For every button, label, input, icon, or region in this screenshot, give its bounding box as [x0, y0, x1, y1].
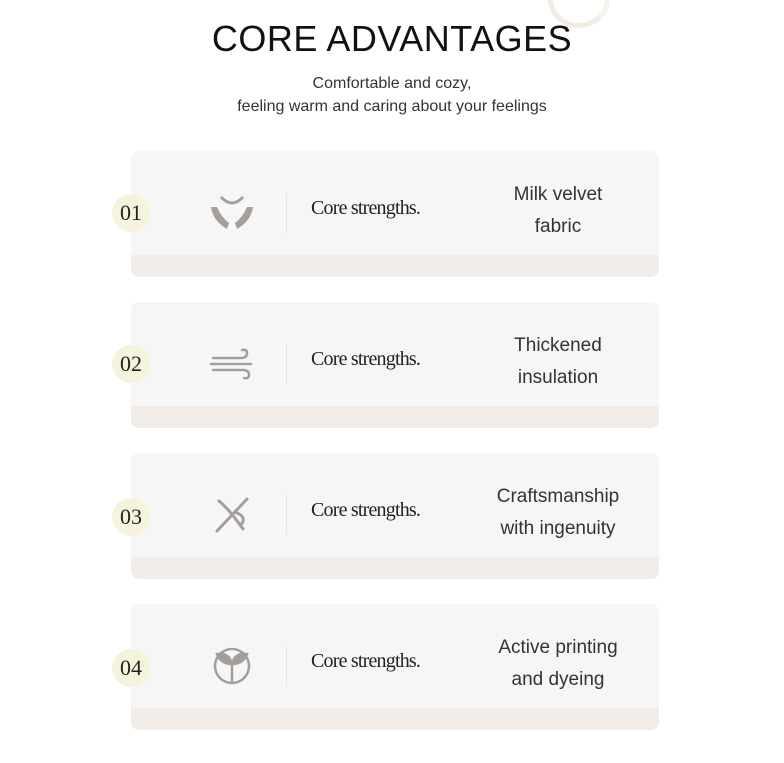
wind-icon: [209, 348, 253, 380]
card-band: [131, 255, 659, 277]
feature-card: Core strengths. Craftsmanship with ingenu…: [131, 453, 659, 579]
divider: [286, 495, 287, 535]
feature-line: Active printing: [498, 637, 618, 658]
divider: [286, 344, 287, 384]
core-strengths-label: Core strengths.: [311, 650, 421, 672]
subtitle-line: feeling warm and caring about your feeli…: [237, 98, 547, 115]
item-number-badge: 01: [112, 194, 150, 232]
feature-line: Milk velvet: [513, 184, 603, 205]
item-number-badge: 02: [112, 345, 150, 383]
item-number-badge: 03: [112, 498, 150, 536]
feature-text: Milk velvet fabric: [461, 179, 655, 243]
feature-line: with ingenuity: [500, 518, 616, 539]
card-band: [131, 708, 659, 730]
feature-text: Active printing and dyeing: [461, 632, 655, 696]
feature-card: Core strengths. Milk velvet fabric: [131, 151, 659, 277]
card-band: [131, 557, 659, 579]
core-strengths-label: Core strengths.: [311, 197, 421, 219]
feature-text: Craftsmanship with ingenuity: [461, 481, 655, 545]
divider: [286, 646, 287, 686]
feature-text: Thickened insulation: [461, 330, 655, 394]
item-number-badge: 04: [112, 649, 150, 687]
feature-line: Craftsmanship: [496, 486, 620, 507]
feature-line: Thickened: [514, 335, 602, 356]
feature-line: insulation: [517, 367, 599, 388]
divider: [286, 193, 287, 233]
feature-card: Core strengths. Active printing and dyein…: [131, 604, 659, 730]
leaf-circle-icon: [213, 647, 251, 685]
page-subtitle: Comfortable and cozy, feeling warm and c…: [0, 72, 784, 118]
core-strengths-label: Core strengths.: [311, 499, 421, 521]
needle-thread-icon: [215, 497, 249, 533]
feature-line: fabric: [534, 216, 582, 237]
feature-line: and dyeing: [511, 669, 605, 690]
core-strengths-label: Core strengths.: [311, 348, 421, 370]
hands-icon: [211, 195, 253, 229]
subtitle-line: Comfortable and cozy,: [312, 75, 472, 92]
card-band: [131, 406, 659, 428]
feature-card: Core strengths. Thickened insulation: [131, 302, 659, 428]
page-title: CORE ADVANTAGES: [211, 18, 573, 59]
